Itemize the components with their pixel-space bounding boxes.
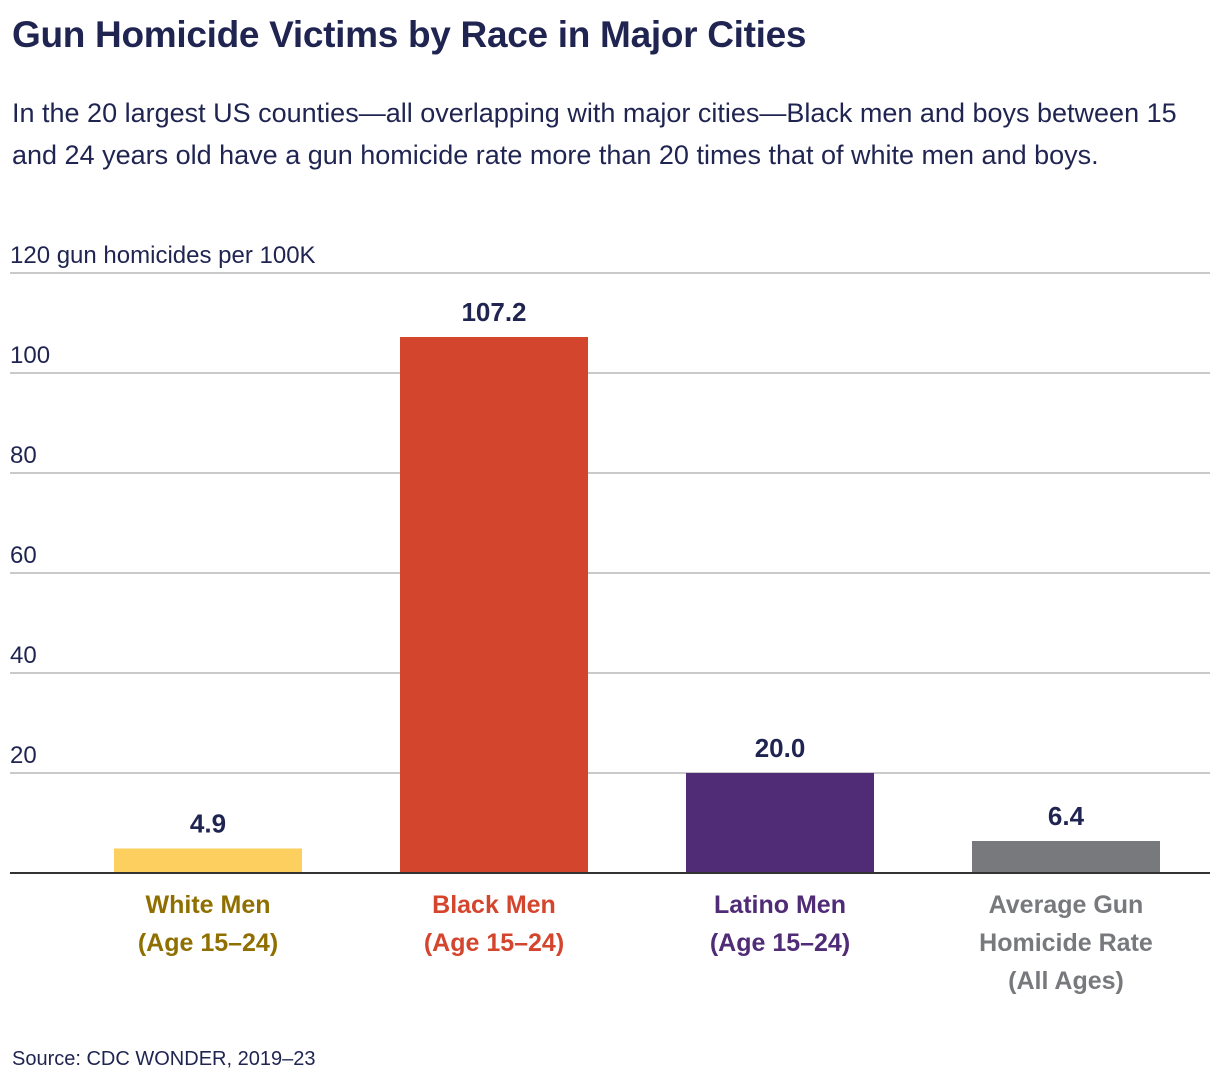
x-tick-label: (Age 15–24): [138, 929, 278, 957]
x-tick-label: Average Gun: [989, 891, 1144, 919]
x-tick-label: Black Men: [432, 891, 556, 919]
bar: [686, 773, 874, 873]
bar-chart-svg: 120 gun homicides per 100K 20 40 60 80 100 4.9…: [10, 242, 1210, 995]
data-label: 4.9: [190, 809, 226, 839]
bar-chart: 120 gun homicides per 100K 20 40 60 80 100 4.9…: [0, 230, 1220, 1030]
bar: [972, 841, 1160, 873]
y-tick-label: 80: [10, 442, 37, 469]
x-tick-label: White Men: [146, 891, 271, 919]
y-tick-label: 60: [10, 542, 37, 569]
y-axis-label: 120 gun homicides per 100K: [10, 242, 316, 269]
y-tick-label: 40: [10, 642, 37, 669]
data-label: 107.2: [461, 297, 526, 327]
x-tick-label: Latino Men: [714, 891, 846, 919]
x-tick-label: (All Ages): [1008, 967, 1124, 995]
chart-subtitle: In the 20 largest US counties—all overla…: [12, 98, 1177, 170]
bar: [400, 337, 588, 873]
data-label: 6.4: [1048, 801, 1085, 831]
x-tick-label: Homicide Rate: [979, 929, 1153, 957]
source-note: Source: CDC WONDER, 2019–23: [12, 1048, 316, 1070]
data-label: 20.0: [755, 733, 806, 763]
y-tick-label: 20: [10, 742, 37, 769]
x-tick-label: (Age 15–24): [710, 929, 850, 957]
bar: [114, 848, 302, 873]
y-tick-label: 100: [10, 342, 50, 369]
chart-title: Gun Homicide Victims by Race in Major Ci…: [12, 14, 807, 55]
x-tick-label: (Age 15–24): [424, 929, 564, 957]
